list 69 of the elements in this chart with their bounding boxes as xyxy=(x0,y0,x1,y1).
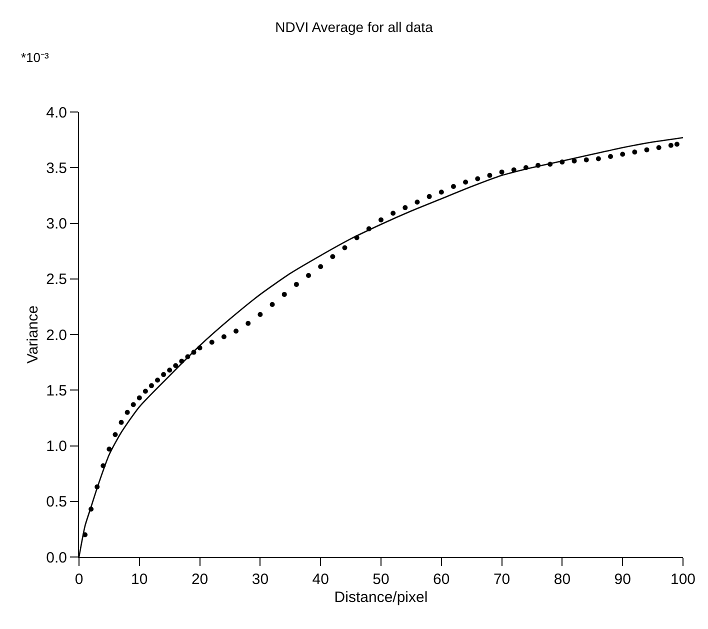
point xyxy=(161,372,166,378)
x-tick-label: 0 xyxy=(74,571,84,588)
point xyxy=(330,254,336,260)
point xyxy=(155,378,160,383)
point xyxy=(148,383,154,388)
point xyxy=(668,142,674,148)
point xyxy=(426,194,432,200)
x-tick-label: 90 xyxy=(614,571,631,588)
point xyxy=(414,200,420,205)
point xyxy=(608,154,614,159)
x-tick-label: 70 xyxy=(493,571,510,588)
point xyxy=(246,320,251,326)
point xyxy=(402,205,408,210)
point xyxy=(644,147,650,152)
point xyxy=(124,410,130,415)
point xyxy=(632,150,638,155)
point xyxy=(294,282,299,287)
y-tick-label: 2.5 xyxy=(46,271,67,288)
x-tick-label: 50 xyxy=(372,571,390,588)
point xyxy=(209,340,214,345)
x-tick-label: 60 xyxy=(433,571,450,588)
point xyxy=(656,145,662,150)
point xyxy=(258,312,263,317)
point xyxy=(130,402,136,408)
x-tick-label: 80 xyxy=(554,571,571,588)
point xyxy=(167,368,172,373)
point xyxy=(584,157,589,162)
point xyxy=(596,156,601,162)
point xyxy=(118,420,124,425)
x-tick-label: 10 xyxy=(131,571,148,588)
y-tick-label: 4.0 xyxy=(46,104,67,122)
point xyxy=(142,388,148,394)
y-tick-label: 1.5 xyxy=(46,382,67,400)
y-axis-title: Variance xyxy=(24,305,42,364)
point xyxy=(234,328,239,334)
point xyxy=(487,172,492,178)
text: *10⁻³ xyxy=(21,50,50,65)
point xyxy=(674,142,680,147)
point xyxy=(112,432,118,438)
y-tick-label: 3.5 xyxy=(46,160,67,177)
y-tick-label: 1.0 xyxy=(46,438,67,455)
point xyxy=(270,302,275,307)
point xyxy=(438,190,444,195)
x-tick-label: 100 xyxy=(670,571,696,588)
point xyxy=(221,334,226,340)
chart-title: NDVI Average for all data xyxy=(275,18,434,35)
point xyxy=(318,264,324,270)
point xyxy=(463,180,468,185)
point xyxy=(106,446,112,452)
point xyxy=(475,176,480,182)
x-tick-label: 40 xyxy=(312,571,329,588)
y-tick-label: 3.0 xyxy=(46,216,67,232)
point xyxy=(620,152,626,157)
point xyxy=(499,170,504,175)
point xyxy=(342,245,348,250)
point xyxy=(572,158,577,164)
point xyxy=(282,292,287,297)
point xyxy=(450,184,456,190)
y-tick-label: 0.0 xyxy=(46,549,67,566)
point xyxy=(173,363,178,368)
x-tick-label: 20 xyxy=(191,571,208,588)
point xyxy=(136,395,142,400)
y-tick-label: 0.5 xyxy=(46,494,67,511)
point xyxy=(306,273,312,278)
x-tick-label: 30 xyxy=(252,571,269,588)
point xyxy=(390,210,396,216)
x-axis-title: Distance/pixel xyxy=(334,589,428,606)
point xyxy=(378,217,384,222)
y-tick-label: 2.0 xyxy=(46,326,67,344)
